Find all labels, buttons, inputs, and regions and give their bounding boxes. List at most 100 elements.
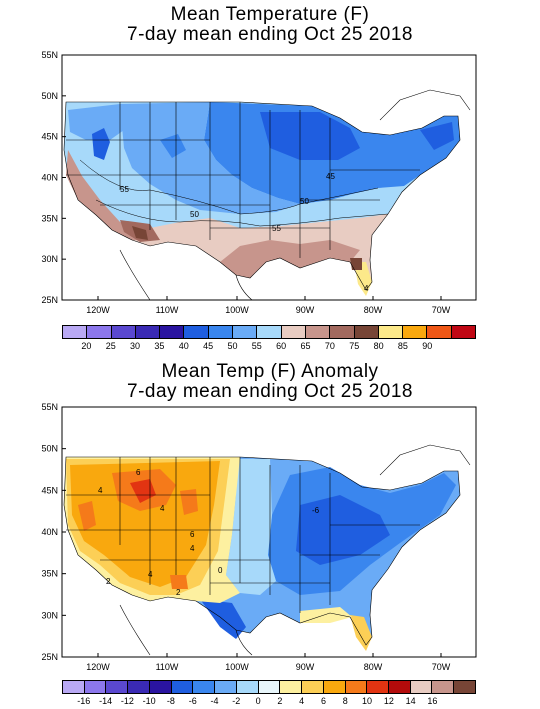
legend-swatch <box>171 681 194 693</box>
top-title-line1: Mean Temperature (F) <box>170 4 370 25</box>
legend-label: 4 <box>299 696 305 706</box>
latitude-tick-label: 35N <box>41 213 58 223</box>
temp-florida <box>354 262 372 296</box>
latitude-tick-label: 40N <box>41 173 58 183</box>
latitude-tick-label: 55N <box>41 402 58 412</box>
legend-swatch <box>330 326 355 338</box>
legend-label: 80 <box>373 341 384 351</box>
longitude-tick-label: 110W <box>156 662 179 672</box>
legend-label: -14 <box>99 696 113 706</box>
legend-label: -4 <box>210 696 219 706</box>
contour-label: 50 <box>300 197 309 206</box>
mean-temperature-map: 55 50 45 50 55 4 55N 50N 45N 40N 35N 30N 25N 1… <box>41 50 477 315</box>
legend-swatch <box>345 681 368 693</box>
temp-core-40-east <box>260 112 360 160</box>
legend-swatch <box>451 326 476 338</box>
legend-swatch <box>302 681 324 693</box>
contour-label: 55 <box>120 185 129 194</box>
temp-core-40-west <box>92 128 110 160</box>
contour-label: 50 <box>190 210 199 219</box>
longitude-tick-label: 90W <box>296 662 315 672</box>
legend-swatch <box>454 681 475 693</box>
legend-swatch <box>135 326 161 338</box>
legend-swatch <box>63 681 85 693</box>
latitude-ticks: 55N 50N 45N 40N 35N 30N 25N <box>41 402 66 662</box>
temperature-legend <box>62 325 476 339</box>
legend-label: 14 <box>405 696 416 706</box>
legend-swatch <box>106 681 129 693</box>
longitude-tick-label: 90W <box>296 305 315 315</box>
longitude-tick-label: 70W <box>432 305 451 315</box>
anomaly-core-negative-8 <box>296 495 390 565</box>
longitude-tick-label: 110W <box>156 305 179 315</box>
contour-label: 4 <box>148 570 153 579</box>
legend-label: 40 <box>178 341 189 351</box>
legend-label: 60 <box>276 341 287 351</box>
mean-temperature-panel: Mean Temperature (F) 7-day mean ending O… <box>41 4 477 351</box>
legend-label: -12 <box>120 696 134 706</box>
latitude-tick-label: 30N <box>41 610 58 620</box>
legend-label: 65 <box>300 341 311 351</box>
longitude-tick-label: 120W <box>86 662 110 672</box>
anomaly-legend-labels: -16 -14 -12 -10 -8 -6 -4 -2 0 2 4 6 8 10 12 14 16 <box>62 696 476 708</box>
latitude-tick-label: 50N <box>41 91 58 101</box>
legend-swatch <box>305 326 331 338</box>
anomaly-warm-core-west <box>78 501 96 531</box>
legend-swatch <box>149 681 172 693</box>
contour-label: 2 <box>106 577 111 586</box>
latitude-tick-label: 50N <box>41 444 58 454</box>
temperature-anomaly-panel: Mean Temp (F) Anomaly 7-day mean ending … <box>0 355 540 709</box>
latitude-tick-label: 40N <box>41 527 58 537</box>
legend-swatch <box>63 326 88 338</box>
legend-swatch <box>389 681 411 693</box>
longitude-ticks: 120W 110W 100W 90W 80W 70W <box>86 653 451 672</box>
legend-swatch <box>281 326 306 338</box>
longitude-tick-label: 70W <box>432 662 451 672</box>
legend-label: 16 <box>427 696 438 706</box>
longitude-tick-label: 100W <box>225 305 249 315</box>
contour-label: 4 <box>160 504 165 513</box>
legend-swatch <box>403 326 428 338</box>
legend-label: 85 <box>397 341 408 351</box>
legend-swatch <box>257 326 282 338</box>
legend-label: 55 <box>251 341 262 351</box>
longitude-tick-label: 80W <box>364 662 383 672</box>
legend-label: 6 <box>320 696 326 706</box>
legend-swatch <box>215 681 237 693</box>
legend-label: -16 <box>77 696 91 706</box>
legend-label: 0 <box>255 696 261 706</box>
contour-label: 45 <box>326 172 335 181</box>
anomaly-warm-core-rockies <box>180 489 198 515</box>
longitude-tick-label: 120W <box>86 305 110 315</box>
legend-swatch <box>258 681 281 693</box>
legend-swatch <box>367 681 390 693</box>
anomaly-legend <box>62 680 476 694</box>
latitude-tick-label: 45N <box>41 132 58 142</box>
legend-label: 2 <box>277 696 283 706</box>
legend-label: 25 <box>105 341 116 351</box>
legend-swatch <box>208 326 234 338</box>
contour-label: 6 <box>136 468 141 477</box>
state-borders <box>63 101 461 291</box>
legend-label: 35 <box>154 341 165 351</box>
legend-swatch <box>354 326 379 338</box>
temp-band-northwest <box>68 104 124 140</box>
legend-swatch <box>87 326 112 338</box>
bottom-title-line2: 7-day mean ending Oct 25 2018 <box>127 381 413 402</box>
legend-swatch <box>84 681 107 693</box>
temperature-anomaly-map: 4 6 4 6 4 4 2 0 2 -6 55N 50N 45N 40N 35N 30N 2… <box>41 402 477 672</box>
anomaly-florida <box>350 615 372 651</box>
latitude-tick-label: 30N <box>41 254 58 264</box>
anomaly-warm-core-10 <box>130 479 156 503</box>
coastlines <box>119 444 471 656</box>
coastlines <box>119 89 471 300</box>
legend-label: 50 <box>227 341 238 351</box>
legend-label: 90 <box>422 341 433 351</box>
latitude-ticks: 55N 50N 45N 40N 35N 30N 25N <box>41 50 66 305</box>
latitude-tick-label: 35N <box>41 569 58 579</box>
contour-label: 4 <box>190 544 195 553</box>
anomaly-warm-core-south <box>170 575 188 589</box>
contour-label: 4 <box>98 486 103 495</box>
legend-swatch <box>111 326 136 338</box>
top-title-line2: 7-day mean ending Oct 25 2018 <box>127 24 413 45</box>
